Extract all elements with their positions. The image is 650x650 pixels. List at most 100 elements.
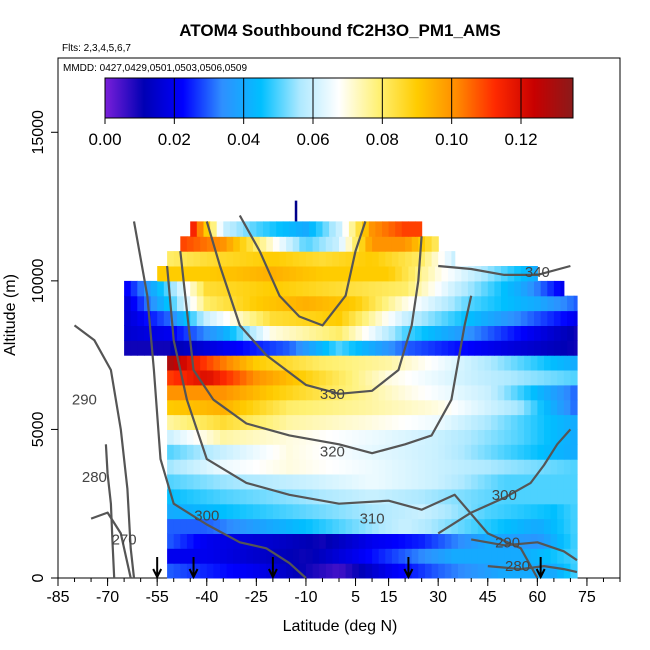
heatmap-cell xyxy=(398,429,406,445)
heatmap-cell xyxy=(206,488,214,505)
heatmap-cell xyxy=(428,310,436,326)
heatmap-cell xyxy=(510,459,519,475)
heatmap-cell xyxy=(378,563,386,579)
heatmap-cell xyxy=(157,266,165,282)
heatmap-cell xyxy=(220,414,228,430)
heatmap-cell xyxy=(540,325,548,341)
heatmap-cell xyxy=(520,266,528,282)
heatmap-cell xyxy=(358,370,366,386)
heatmap-cell xyxy=(342,310,350,326)
heatmap-cell xyxy=(309,266,317,282)
heatmap-cell xyxy=(276,280,284,297)
heatmap-cell xyxy=(276,340,284,356)
heatmap-cell xyxy=(210,340,218,356)
heatmap-cell xyxy=(372,236,380,252)
heatmap-cell xyxy=(322,221,330,237)
heatmap-cell xyxy=(510,444,519,460)
heatmap-cell xyxy=(385,414,393,430)
heatmap-cell xyxy=(325,518,333,534)
heatmap-cell xyxy=(444,459,452,475)
heatmap-cell xyxy=(220,355,228,371)
heatmap-cell xyxy=(550,399,558,416)
contour-label: 340 xyxy=(525,264,550,281)
heatmap-cell xyxy=(206,399,214,416)
heatmap-cell xyxy=(421,280,429,297)
heatmap-cell xyxy=(418,414,426,430)
heatmap-cell xyxy=(296,221,304,237)
heatmap-cell xyxy=(226,548,234,564)
heatmap-cell xyxy=(305,399,314,416)
heatmap-cell xyxy=(537,355,545,371)
heatmap-cell xyxy=(315,280,324,297)
heatmap-cell xyxy=(167,503,175,520)
heatmap-cell xyxy=(491,384,499,401)
heatmap-cell xyxy=(190,280,198,297)
heatmap-cell xyxy=(537,488,545,505)
heatmap-cell xyxy=(305,429,314,445)
heatmap-cell xyxy=(544,429,552,445)
heatmap-cell xyxy=(124,325,132,341)
heatmap-cell xyxy=(312,370,320,386)
contour-line xyxy=(132,221,307,579)
heatmap-cell xyxy=(524,488,532,505)
heatmap-cell xyxy=(325,251,333,267)
heatmap-cell xyxy=(570,414,578,430)
heatmap-cell xyxy=(405,444,413,460)
heatmap-cell xyxy=(401,325,409,341)
heatmap-cell xyxy=(438,355,446,371)
heatmap-cell xyxy=(173,563,181,579)
y-axis-label: Altitude (m) xyxy=(2,274,19,356)
heatmap-cell xyxy=(200,548,208,564)
heatmap-cell xyxy=(434,280,443,297)
heatmap-cell xyxy=(563,370,571,386)
heatmap-cell xyxy=(302,325,310,341)
heatmap-cell xyxy=(213,399,221,416)
heatmap-cell xyxy=(504,399,512,416)
heatmap-cell xyxy=(325,503,333,520)
heatmap-cell xyxy=(272,251,281,267)
heatmap-cell xyxy=(322,295,330,312)
heatmap-cell xyxy=(358,459,366,475)
heatmap-cell xyxy=(467,280,476,297)
heatmap-cell xyxy=(173,548,181,564)
heatmap-cell xyxy=(286,429,294,445)
heatmap-cell xyxy=(391,563,400,579)
heatmap-cell xyxy=(537,518,545,534)
heatmap-cell xyxy=(312,548,320,564)
heatmap-cell xyxy=(362,295,370,312)
heatmap-cell xyxy=(259,533,267,549)
heatmap-cell xyxy=(362,280,370,297)
heatmap-cell xyxy=(183,266,191,282)
heatmap-cell xyxy=(282,221,290,237)
heatmap-cell xyxy=(550,548,558,564)
heatmap-cell xyxy=(345,251,353,267)
colorbar-tick-label: 0.04 xyxy=(227,130,260,149)
heatmap-cell xyxy=(504,518,512,534)
heatmap-cell xyxy=(183,325,191,341)
heatmap-cell xyxy=(299,518,307,534)
heatmap-cell xyxy=(530,548,538,564)
heatmap-cell xyxy=(210,325,218,341)
heatmap-cell xyxy=(362,310,370,326)
heatmap-cell xyxy=(497,459,505,475)
heatmap-cell xyxy=(504,503,512,520)
heatmap-cell xyxy=(458,459,466,475)
heatmap-cell xyxy=(534,266,538,282)
heatmap-cell xyxy=(471,355,479,371)
heatmap-cell xyxy=(375,325,383,341)
heatmap-cell xyxy=(491,370,499,386)
heatmap-cell xyxy=(372,370,380,386)
heatmap-cell xyxy=(411,236,419,252)
heatmap-cell xyxy=(220,503,228,520)
heatmap-cell xyxy=(269,340,277,356)
heatmap-cell xyxy=(474,310,482,326)
heatmap-cell xyxy=(180,251,188,267)
heatmap-cell xyxy=(206,251,214,267)
heatmap-cell xyxy=(246,563,254,579)
heatmap-cell xyxy=(312,444,320,460)
heatmap-cell xyxy=(239,488,247,505)
heatmap-cell xyxy=(530,444,538,460)
heatmap-cell xyxy=(173,518,181,534)
heatmap-cell xyxy=(434,266,443,282)
heatmap-cell xyxy=(220,488,228,505)
